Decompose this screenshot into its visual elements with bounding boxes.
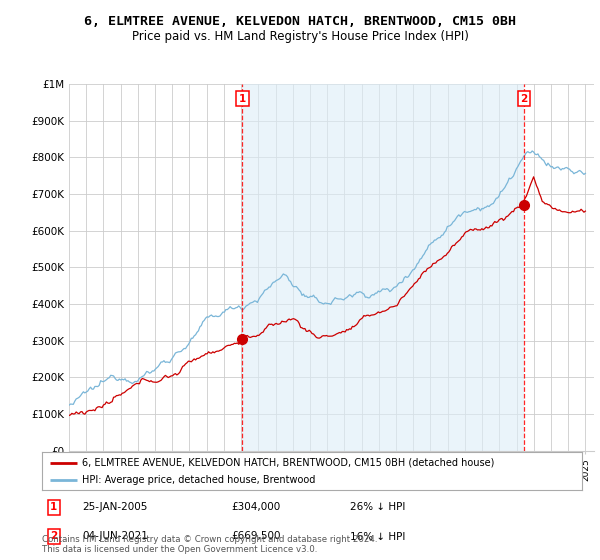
Text: HPI: Average price, detached house, Brentwood: HPI: Average price, detached house, Bren… <box>83 475 316 486</box>
Text: 1: 1 <box>239 94 246 104</box>
Text: 6, ELMTREE AVENUE, KELVEDON HATCH, BRENTWOOD, CM15 0BH: 6, ELMTREE AVENUE, KELVEDON HATCH, BRENT… <box>84 15 516 27</box>
Text: £304,000: £304,000 <box>231 502 280 512</box>
Text: 25-JAN-2005: 25-JAN-2005 <box>83 502 148 512</box>
Text: 6, ELMTREE AVENUE, KELVEDON HATCH, BRENTWOOD, CM15 0BH (detached house): 6, ELMTREE AVENUE, KELVEDON HATCH, BRENT… <box>83 458 495 468</box>
Text: 2: 2 <box>520 94 527 104</box>
Bar <box>242 84 524 451</box>
Text: Price paid vs. HM Land Registry's House Price Index (HPI): Price paid vs. HM Land Registry's House … <box>131 30 469 43</box>
Text: Contains HM Land Registry data © Crown copyright and database right 2024.
This d: Contains HM Land Registry data © Crown c… <box>42 535 377 554</box>
Text: 04-JUN-2021: 04-JUN-2021 <box>83 531 148 542</box>
Text: £669,500: £669,500 <box>231 531 281 542</box>
Text: 2: 2 <box>50 531 58 542</box>
Text: 26% ↓ HPI: 26% ↓ HPI <box>350 502 405 512</box>
Text: 1: 1 <box>50 502 58 512</box>
Text: 16% ↓ HPI: 16% ↓ HPI <box>350 531 405 542</box>
